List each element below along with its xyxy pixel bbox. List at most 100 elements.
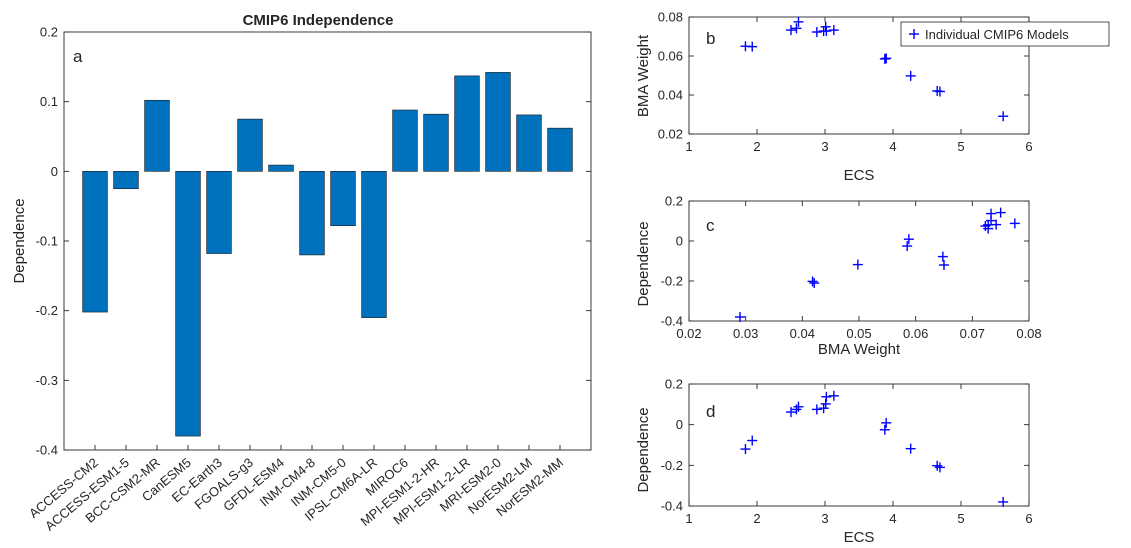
- panel-b-scatter: b ECS BMA Weight 0.020.040.060.081 2 3 4 5 6 …: [635, 10, 1110, 184]
- data-point: [811, 27, 822, 38]
- panel-b-x-tick-label: 5: [957, 139, 964, 154]
- panel-a-y-axis-label: Dependence: [11, 198, 28, 283]
- data-point: [991, 219, 1002, 230]
- bar: [237, 118, 263, 172]
- bar: [330, 171, 356, 226]
- data-point: [852, 259, 863, 270]
- panel-d-y-tick-label: 0: [676, 417, 683, 432]
- data-point: [791, 23, 802, 34]
- data-point: [1009, 218, 1020, 229]
- panel-d-scatter: d ECS Dependence -0.4 -0.2 0 0.2 1 2 3 4 5 6: [635, 377, 1033, 547]
- panel-d-x-tick-label: 2: [753, 511, 760, 526]
- panel-letter-b: b: [706, 29, 715, 48]
- panel-a-y-tick-label: -0.2: [36, 303, 58, 318]
- chart-title: CMIP6 Independence: [243, 12, 394, 29]
- bar: [361, 171, 387, 318]
- data-point: [998, 496, 1009, 507]
- panel-b-y-tick-label: 0.02: [658, 127, 683, 142]
- panel-a-axes-box: [63, 31, 592, 451]
- data-point: [986, 208, 997, 219]
- panel-b-y-tick-label: 0.08: [658, 10, 683, 25]
- panel-c-x-tick-label: 0.08: [1016, 326, 1041, 341]
- panel-d-x-tick-label: 3: [821, 511, 828, 526]
- bar: [299, 171, 325, 256]
- bar: [454, 75, 480, 172]
- data-point: [807, 276, 818, 287]
- panel-a-y-tick-label: 0: [51, 164, 58, 179]
- panel-b-x-tick-label: 3: [821, 139, 828, 154]
- panel-c-y-tick-label: -0.4: [661, 314, 683, 329]
- panel-letter-d: d: [706, 402, 715, 421]
- data-point: [747, 435, 758, 446]
- panel-b-x-axis-label: ECS: [844, 167, 875, 184]
- data-point: [811, 404, 822, 415]
- panel-a-y-tick-label: -0.3: [36, 373, 58, 388]
- data-point: [809, 278, 820, 288]
- panel-d-y-tick-label: -0.2: [661, 458, 683, 473]
- panel-c-x-tick-label: 0.03: [733, 326, 758, 341]
- panel-letter-c: c: [706, 216, 715, 235]
- bar: [547, 127, 573, 172]
- data-point: [905, 70, 916, 81]
- data-point: [934, 86, 945, 97]
- panel-c-axes-box: [688, 200, 1030, 322]
- data-point: [828, 390, 839, 401]
- panel-b-y-axis-label: BMA Weight: [635, 34, 652, 117]
- data-point: [995, 207, 1006, 218]
- panel-d-y-tick-label: 0.2: [665, 377, 683, 392]
- data-point: [786, 407, 796, 418]
- bar: [516, 114, 542, 172]
- bar: [113, 171, 139, 190]
- data-point: [821, 391, 832, 402]
- panel-d-x-tick-label: 1: [685, 511, 692, 526]
- data-point: [937, 251, 948, 262]
- data-point: [818, 403, 829, 414]
- panel-c-x-tick-label: 0.02: [676, 326, 701, 341]
- panel-d-x-axis-label: ECS: [844, 529, 875, 546]
- panel-b-y-tick-label: 0.06: [658, 49, 683, 64]
- panel-c-scatter: c BMA Weight Dependence -0.4 -0.2 0 0.2 0.02…: [635, 194, 1042, 359]
- panel-d-x-tick-label: 4: [889, 511, 896, 526]
- panel-d-x-tick-label: 5: [957, 511, 964, 526]
- bar: [82, 171, 108, 313]
- data-point: [998, 111, 1009, 122]
- data-point: [879, 424, 890, 435]
- panel-c-x-axis-label: BMA Weight: [818, 341, 901, 358]
- panel-a-bar-chart: CMIP6 Independence a Dependence -0.4 -0.3…: [11, 12, 592, 534]
- panel-b-y-tick-label: 0.04: [658, 88, 683, 103]
- panel-a-y-tick-label: 0.1: [40, 94, 58, 109]
- panel-c-y-axis-label: Dependence: [635, 221, 652, 306]
- data-point: [905, 443, 916, 454]
- bar: [144, 99, 170, 172]
- panel-a-y-tick-label: -0.4: [36, 443, 58, 458]
- panel-b-x-tick-label: 1: [685, 139, 692, 154]
- data-point: [881, 417, 892, 428]
- data-point: [932, 460, 943, 471]
- bar: [485, 72, 511, 172]
- bar: [206, 171, 232, 254]
- data-point: [902, 241, 913, 251]
- panel-c-x-tick-label: 0.04: [790, 326, 815, 341]
- panel-d-axes-box: [688, 383, 1030, 507]
- bar: [175, 171, 201, 437]
- data-point: [747, 41, 758, 52]
- panel-d-y-tick-label: -0.4: [661, 499, 683, 514]
- data-point: [793, 401, 804, 412]
- panel-b-x-tick-label: 6: [1025, 139, 1032, 154]
- data-point: [786, 25, 796, 36]
- legend-label: Individual CMIP6 Models: [925, 27, 1069, 42]
- data-point: [903, 234, 914, 245]
- panel-d-y-axis-label: Dependence: [635, 407, 652, 492]
- data-point: [793, 16, 804, 27]
- panel-b-x-tick-label: 4: [889, 139, 896, 154]
- panel-c-x-tick-label: 0.06: [903, 326, 928, 341]
- panel-c-y-tick-label: 0.2: [665, 194, 683, 209]
- panel-a-y-tick-label: -0.1: [36, 234, 58, 249]
- data-point: [934, 462, 945, 473]
- data-point: [791, 404, 802, 415]
- panel-c-x-tick-label: 0.05: [846, 326, 871, 341]
- data-point: [740, 444, 751, 455]
- panel-c-x-tick-label: 0.07: [960, 326, 985, 341]
- panel-b-x-tick-label: 2: [753, 139, 760, 154]
